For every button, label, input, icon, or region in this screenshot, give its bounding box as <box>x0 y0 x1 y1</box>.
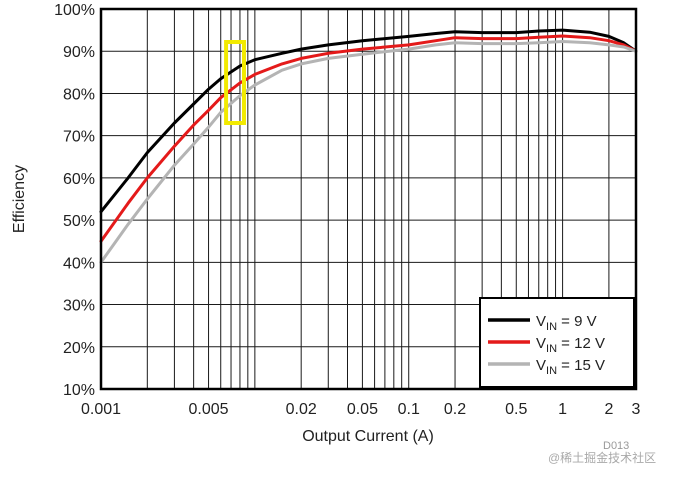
watermark: @稀土掘金技术社区 <box>548 450 656 465</box>
x-tick-label: 0.2 <box>444 401 466 418</box>
highlight-box <box>224 40 247 125</box>
x-tick-label: 2 <box>604 401 613 418</box>
legend-label-3: VIN = 15 V <box>536 357 605 377</box>
y-tick-label: 10% <box>63 382 95 399</box>
series-lines <box>99 28 638 264</box>
series-line-3 <box>99 40 638 264</box>
x-tick-label: 0.005 <box>189 401 229 418</box>
x-tick-label: 0.001 <box>81 401 121 418</box>
y-tick-label: 80% <box>63 86 95 103</box>
y-tick-label: 30% <box>63 298 95 315</box>
x-tick-label: 0.02 <box>286 401 317 418</box>
y-tick-label: 50% <box>63 213 95 230</box>
x-tick-labels: 0.001 0.005 0.02 0.05 0.1 0.2 0.5 1 2 3 <box>81 401 641 418</box>
y-tick-label: 20% <box>63 340 95 357</box>
y-tick-label: 40% <box>63 255 95 272</box>
y-tick-label: 100% <box>54 2 95 19</box>
plot-frame <box>99 7 638 391</box>
x-tick-label: 3 <box>632 401 641 418</box>
annotation-layer <box>224 40 247 125</box>
y-tick-label: 90% <box>63 44 95 61</box>
x-tick-label: 1 <box>558 401 567 418</box>
legend-label-1: VIN = 9 V <box>536 313 597 333</box>
y-tick-label: 60% <box>63 171 95 188</box>
series-line-1 <box>99 28 638 214</box>
figure-id: D013 <box>603 440 629 452</box>
legend-label-2: VIN = 12 V <box>536 335 605 355</box>
x-tick-label: 0.5 <box>505 401 527 418</box>
y-axis-title: Efficiency <box>11 165 28 233</box>
x-tick-label: 0.1 <box>398 401 420 418</box>
series-line-2 <box>99 34 638 243</box>
x-tick-label: 0.05 <box>347 401 378 418</box>
x-axis-title: Output Current (A) <box>302 428 434 445</box>
y-tick-label: 70% <box>63 129 95 146</box>
y-tick-labels: 10% 20% 30% 40% 50% 60% 70% 80% 90% 100% <box>54 2 95 399</box>
